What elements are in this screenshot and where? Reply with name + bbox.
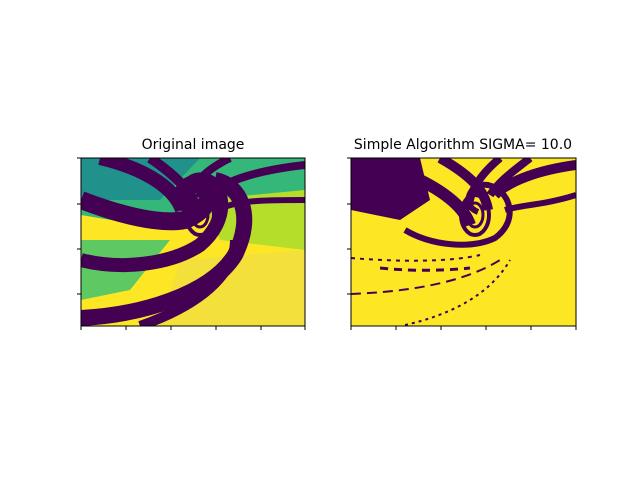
simple-algorithm-x-ticks <box>350 326 577 330</box>
original-image-frame <box>80 157 306 327</box>
simple-algorithm-y-ticks <box>347 157 351 295</box>
original-image-title: Original image <box>142 137 245 153</box>
original-image-x-ticks <box>80 326 306 330</box>
original-image-heatmap <box>81 158 305 326</box>
simple-algorithm-heatmap <box>351 158 576 326</box>
simple-algorithm-title: Simple Algorithm SIGMA= 10.0 <box>354 137 572 153</box>
original-image-y-ticks <box>77 157 81 295</box>
simple-algorithm-frame <box>350 157 577 327</box>
original-image-panel: Original image <box>77 137 306 330</box>
simple-algorithm-panel: Simple Algorithm SIGMA= 10.0 <box>347 137 577 330</box>
